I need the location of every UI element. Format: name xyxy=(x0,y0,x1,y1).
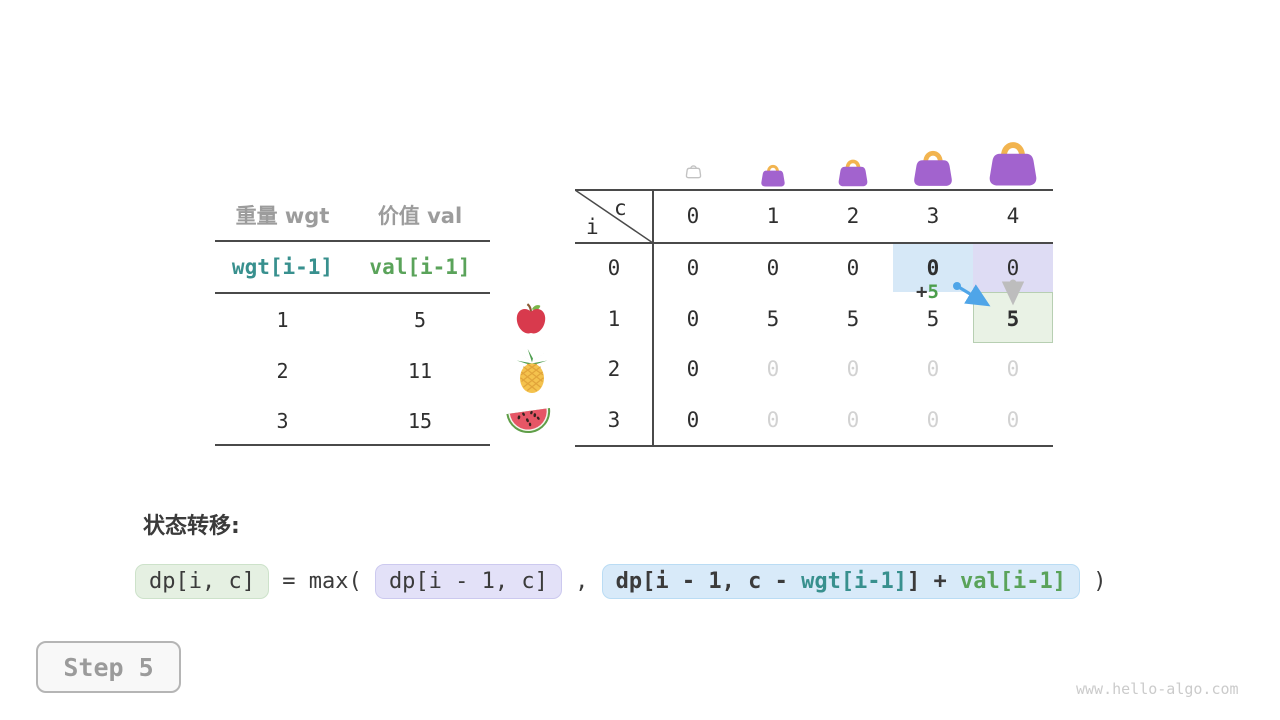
dp-cell-2-4: 0 xyxy=(1006,357,1020,382)
formula-arg2-wgt: wgt[i-1] xyxy=(801,568,908,594)
items-col-value-header: 价值 val xyxy=(377,204,463,228)
plus-sign: + xyxy=(916,281,928,303)
bag-capacity-4-icon xyxy=(989,142,1037,186)
dp-table-bottom-rule xyxy=(575,445,1053,447)
dp-row-header-1: 1 xyxy=(607,306,621,331)
dp-cell-3-3: 0 xyxy=(926,407,940,432)
items-table-row-3: 3 15 xyxy=(215,396,490,445)
transition-annotation: +5 xyxy=(916,281,939,303)
bag-capacity-0-icon xyxy=(685,165,702,179)
items-table-variable-row: wgt[i-1] val[i-1] xyxy=(215,242,490,292)
state-transition-formula: dp[i, c] = max( dp[i - 1, c] , dp[i - 1,… xyxy=(135,561,1107,601)
dp-cell-1-3: 5 xyxy=(926,306,940,331)
dp-cell-0-4: 0 xyxy=(1006,256,1020,281)
dp-cell-0-3: 0 xyxy=(926,256,940,281)
blue-arrow-icon xyxy=(953,282,991,307)
items-table-row-1: 1 5 xyxy=(215,294,490,345)
dp-cell-2-3: 0 xyxy=(926,357,940,382)
formula-lhs-box: dp[i, c] xyxy=(135,563,269,599)
items-table-header-row: 重量 wgt 价值 val xyxy=(215,190,490,240)
dp-cell-1-0: 0 xyxy=(686,306,700,331)
items-col-weight-header: 重量 wgt xyxy=(235,204,330,228)
dp-cell-3-2: 0 xyxy=(846,407,860,432)
item2-value: 11 xyxy=(407,358,433,383)
dp-col-header-1: 1 xyxy=(766,204,780,228)
dp-cell-1-4: 5 xyxy=(1006,306,1020,331)
apple-icon xyxy=(516,303,546,334)
items-table-top-rule xyxy=(215,240,490,242)
step-button[interactable]: Step 5 xyxy=(36,641,181,693)
items-table-mid-rule xyxy=(215,292,490,294)
dp-row-header-0: 0 xyxy=(607,256,621,281)
pineapple-icon xyxy=(516,348,548,394)
formula-close-paren: ) xyxy=(1080,568,1107,594)
transition-arrows xyxy=(953,279,1025,307)
item3-value: 15 xyxy=(407,408,433,433)
dp-col-header-3: 3 xyxy=(926,204,940,228)
items-table-row-2: 2 11 xyxy=(215,345,490,396)
items-table-bottom-rule xyxy=(215,444,490,446)
dp-cell-1-1: 5 xyxy=(766,306,780,331)
dp-cell-2-0: 0 xyxy=(686,357,700,382)
dp-cell-0-0: 0 xyxy=(686,256,700,281)
dp-row-header-3: 3 xyxy=(607,407,621,432)
item1-weight: 1 xyxy=(276,307,289,332)
dp-cell-3-0: 0 xyxy=(686,407,700,432)
bag-capacity-1-icon xyxy=(761,164,785,187)
formula-arg1-box: dp[i - 1, c] xyxy=(374,563,562,599)
formula-arg2-val: val[i-1] xyxy=(960,568,1066,594)
formula-arg2-mid: ] + xyxy=(907,568,961,594)
watermark: www.hello-algo.com xyxy=(1076,680,1239,698)
dp-cell-3-4: 0 xyxy=(1006,407,1020,432)
dp-col-header-2: 2 xyxy=(846,204,860,228)
dp-column-headers: 0 1 2 3 4 xyxy=(653,190,1053,242)
item3-weight: 3 xyxy=(276,408,289,433)
watermelon-icon xyxy=(506,407,551,434)
item2-weight: 2 xyxy=(276,358,289,383)
formula-arg2-prefix: dp[i - 1, c - xyxy=(615,568,802,594)
bag-capacity-3-icon xyxy=(914,150,952,186)
formula-separator: , xyxy=(561,568,602,594)
dp-cell-1-2: 5 xyxy=(846,306,860,331)
bag-capacity-2-icon xyxy=(838,159,868,187)
added-value: 5 xyxy=(927,281,939,303)
dp-cell-2-2: 0 xyxy=(846,357,860,382)
dp-table-header-rule xyxy=(575,242,1053,244)
dp-capacity-axis-label: c xyxy=(614,196,627,220)
dp-corner-diagonal xyxy=(575,190,653,243)
formula-equals-max: = max( xyxy=(268,568,375,594)
val-variable-label: val[i-1] xyxy=(369,255,471,279)
dp-cell-3-1: 0 xyxy=(766,407,780,432)
state-transition-title: 状态转移: xyxy=(143,514,240,539)
dp-table-column-rule xyxy=(652,189,654,447)
dp-row-header-2: 2 xyxy=(607,357,621,382)
dp-grid: 0 0 0 0 0 0 5 5 5 5 0 0 0 0 0 0 0 0 0 0 xyxy=(653,243,1053,445)
dp-row-headers: 0 1 2 3 xyxy=(575,243,653,445)
dp-col-header-0: 0 xyxy=(686,204,700,228)
dp-item-axis-label: i xyxy=(586,215,599,239)
dp-col-header-4: 4 xyxy=(1006,204,1020,228)
gray-arrow-icon xyxy=(1001,279,1025,306)
item1-value: 5 xyxy=(413,307,427,332)
dp-table-top-rule xyxy=(575,189,1053,191)
dp-cell-0-2: 0 xyxy=(846,256,860,281)
wgt-variable-label: wgt[i-1] xyxy=(231,255,334,279)
dp-cell-0-1: 0 xyxy=(766,256,780,281)
dp-cell-2-1: 0 xyxy=(766,357,780,382)
formula-arg2-box: dp[i - 1, c - wgt[i-1]] + val[i-1] xyxy=(601,563,1080,599)
